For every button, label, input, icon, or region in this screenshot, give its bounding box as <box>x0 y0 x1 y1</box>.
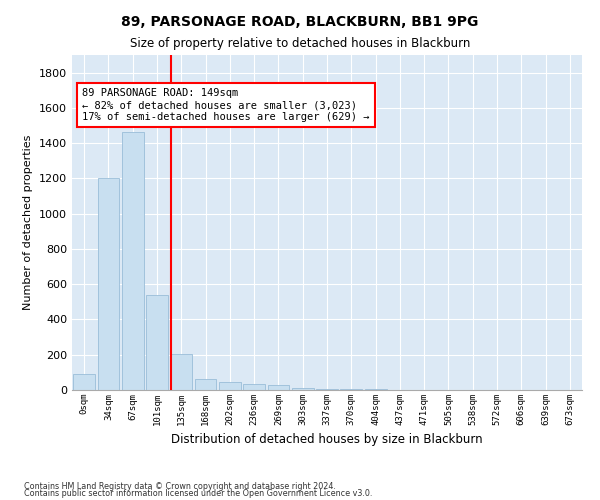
Text: Contains HM Land Registry data © Crown copyright and database right 2024.: Contains HM Land Registry data © Crown c… <box>24 482 336 491</box>
Bar <box>97 178 119 390</box>
Bar <box>292 388 314 390</box>
Bar <box>340 389 362 390</box>
Bar <box>243 384 265 390</box>
X-axis label: Distribution of detached houses by size in Blackburn: Distribution of detached houses by size … <box>171 434 483 446</box>
Text: 89, PARSONAGE ROAD, BLACKBURN, BB1 9PG: 89, PARSONAGE ROAD, BLACKBURN, BB1 9PG <box>121 15 479 29</box>
Bar <box>122 132 143 390</box>
Text: Contains public sector information licensed under the Open Government Licence v3: Contains public sector information licen… <box>24 489 373 498</box>
Bar <box>219 382 241 390</box>
Y-axis label: Number of detached properties: Number of detached properties <box>23 135 34 310</box>
Bar <box>194 378 217 390</box>
Bar <box>73 374 95 390</box>
Text: Size of property relative to detached houses in Blackburn: Size of property relative to detached ho… <box>130 38 470 51</box>
Bar <box>316 388 338 390</box>
Bar <box>268 385 289 390</box>
Text: 89 PARSONAGE ROAD: 149sqm
← 82% of detached houses are smaller (3,023)
17% of se: 89 PARSONAGE ROAD: 149sqm ← 82% of detac… <box>82 88 370 122</box>
Bar <box>146 295 168 390</box>
Bar <box>170 354 192 390</box>
